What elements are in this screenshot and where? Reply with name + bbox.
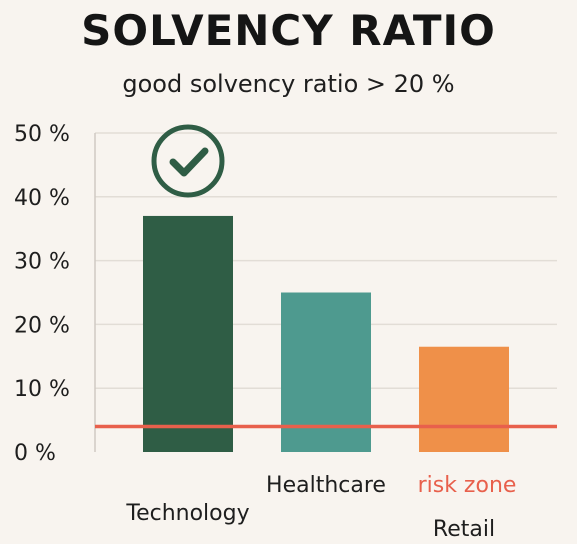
bar-technology	[143, 215, 233, 452]
y-tick-label: 20 %	[14, 313, 70, 338]
y-tick-label: 40 %	[14, 186, 70, 211]
check-circle-icon	[151, 124, 225, 198]
chart-subtitle: good solvency ratio > 20 %	[122, 70, 455, 98]
y-tick-label: 50 %	[14, 122, 70, 147]
chart-title: SOLVENCY RATIO	[81, 6, 496, 55]
y-tick-label: 30 %	[14, 250, 70, 275]
y-tick-label: 10 %	[14, 377, 70, 402]
category-label-healthcare: Healthcare	[266, 473, 386, 498]
category-label-retail: Retail	[433, 517, 495, 542]
risk-zone-label: risk zone	[418, 473, 517, 498]
category-label-technology: Technology	[125, 501, 249, 526]
bar-retail	[419, 346, 509, 452]
y-tick-label: 0 %	[14, 441, 56, 466]
